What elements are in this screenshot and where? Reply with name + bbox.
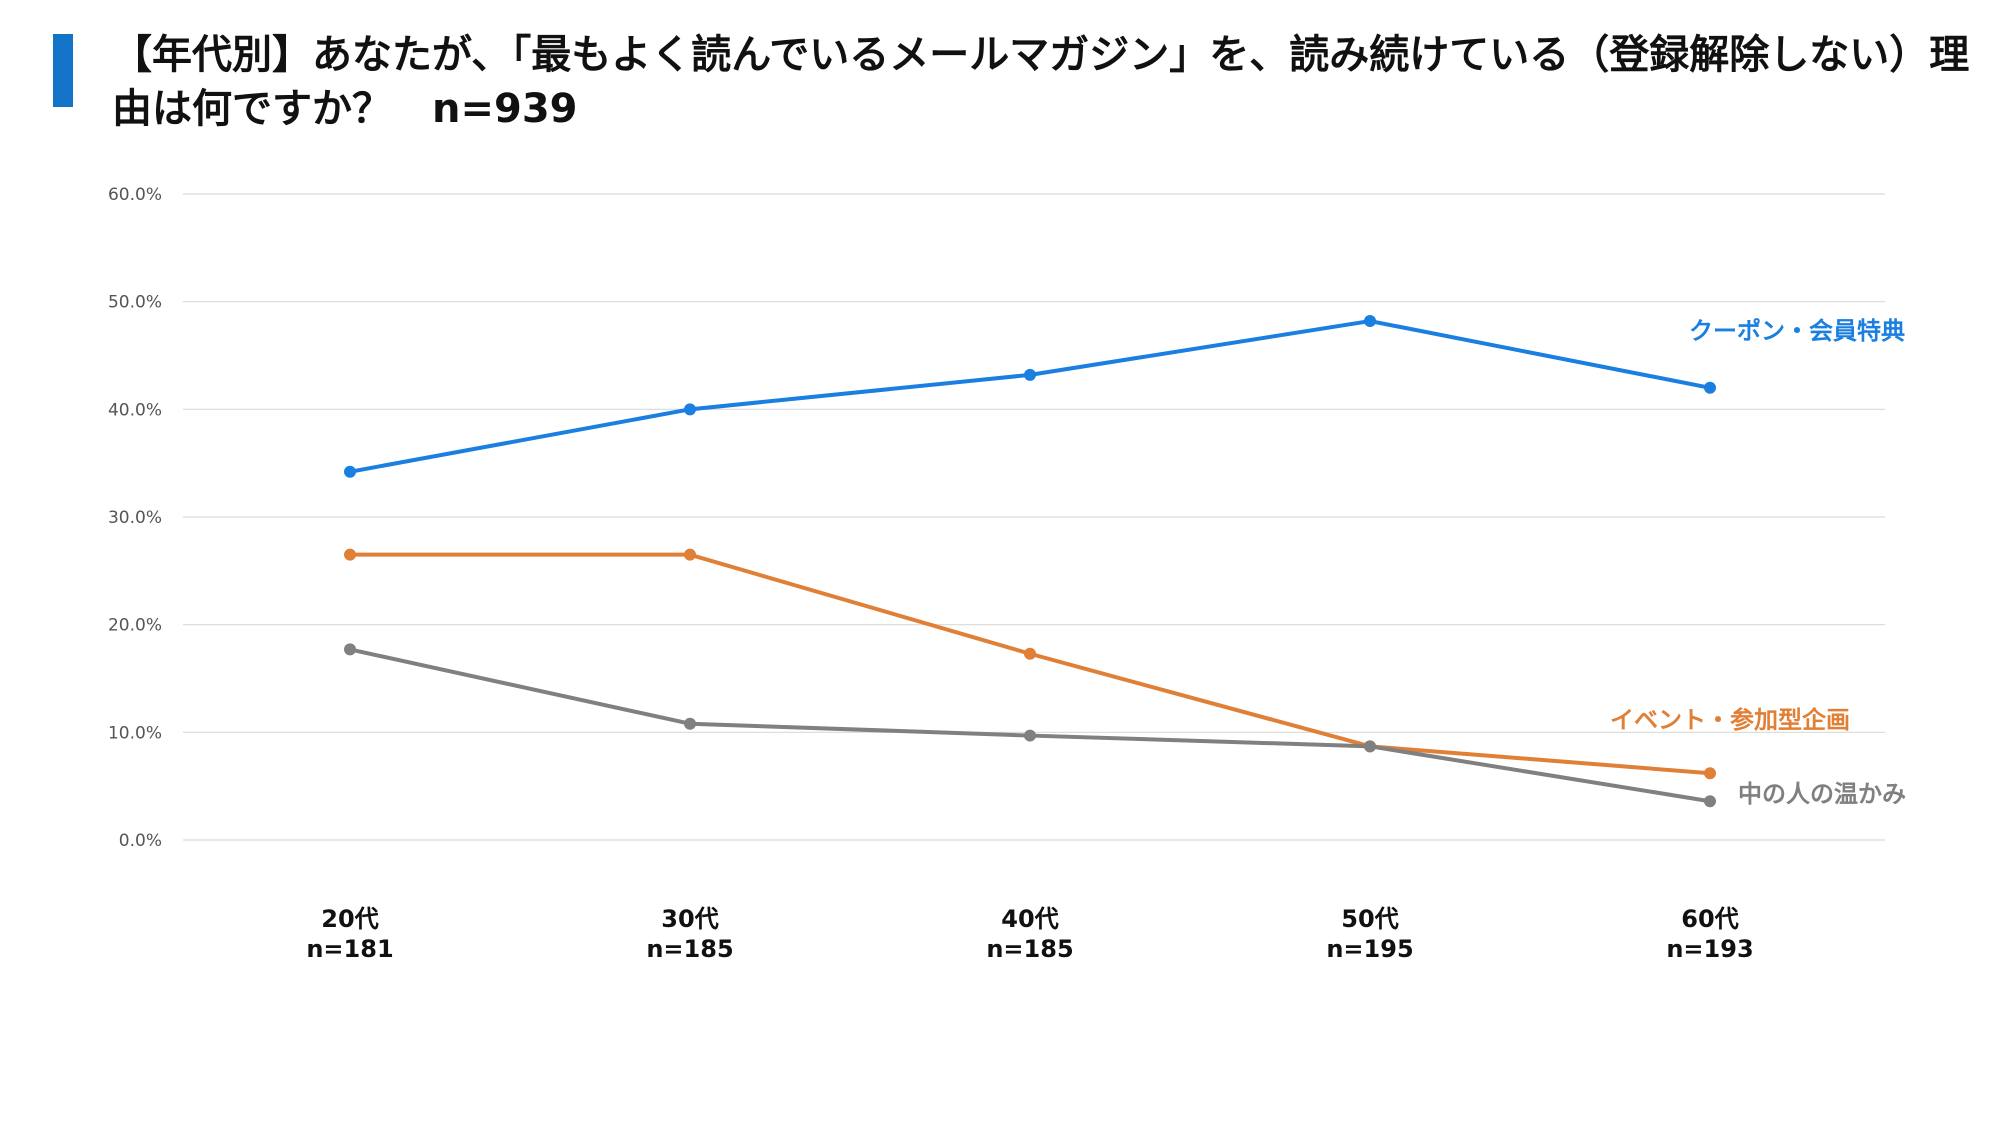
data-point <box>684 548 696 561</box>
data-point <box>1024 647 1036 660</box>
series-1: クーポン・会員特典 <box>344 315 1905 478</box>
series-label: イベント・参加型企画 <box>1610 706 1850 734</box>
data-point <box>1024 729 1036 742</box>
x-category-label: 40代 <box>1001 905 1058 933</box>
series-3: 中の人の温かみ <box>344 643 1906 808</box>
data-point <box>1024 368 1036 381</box>
series-line <box>348 319 1712 474</box>
y-tick-label: 40.0% <box>108 400 162 420</box>
y-tick-label: 20.0% <box>108 616 162 636</box>
x-category-n-label: n=185 <box>986 935 1073 963</box>
x-category-n-label: n=193 <box>1666 935 1753 963</box>
grid-lines <box>183 193 1885 841</box>
series-label: 中の人の温かみ <box>1738 780 1906 808</box>
y-axis-tick-labels: 0.0% 10.0% 20.0% 30.0% 40.0% 50.0% 60.0% <box>108 185 162 851</box>
data-point <box>1364 315 1376 328</box>
x-category-label: 20代 <box>321 905 378 933</box>
data-point <box>1364 740 1376 753</box>
y-tick-label: 30.0% <box>108 508 162 528</box>
data-point <box>1704 767 1716 780</box>
title-accent-bar <box>53 34 73 107</box>
data-point <box>1704 795 1716 808</box>
y-tick-label: 50.0% <box>108 293 162 313</box>
data-point <box>684 717 696 730</box>
x-category-n-label: n=181 <box>306 935 393 963</box>
y-tick-label: 10.0% <box>108 723 162 743</box>
data-point <box>684 403 696 416</box>
data-point <box>1704 381 1716 394</box>
series-line <box>348 647 1712 804</box>
x-category-label: 60代 <box>1681 905 1738 933</box>
x-category-label: 30代 <box>661 905 718 933</box>
data-point <box>344 643 356 656</box>
chart-title: 【年代別】あなたが、「最もよく読んでいるメールマガジン」を、読み続けている（登録… <box>112 32 1970 132</box>
y-tick-label: 60.0% <box>108 185 162 205</box>
series-label: クーポン・会員特典 <box>1689 317 1905 345</box>
x-category-n-label: n=195 <box>1326 935 1413 963</box>
y-tick-label: 0.0% <box>119 831 162 851</box>
data-point <box>344 548 356 561</box>
x-category-n-label: n=185 <box>646 935 733 963</box>
series-2: イベント・参加型企画 <box>344 548 1850 780</box>
data-point <box>344 465 356 478</box>
x-category-label: 50代 <box>1341 905 1398 933</box>
